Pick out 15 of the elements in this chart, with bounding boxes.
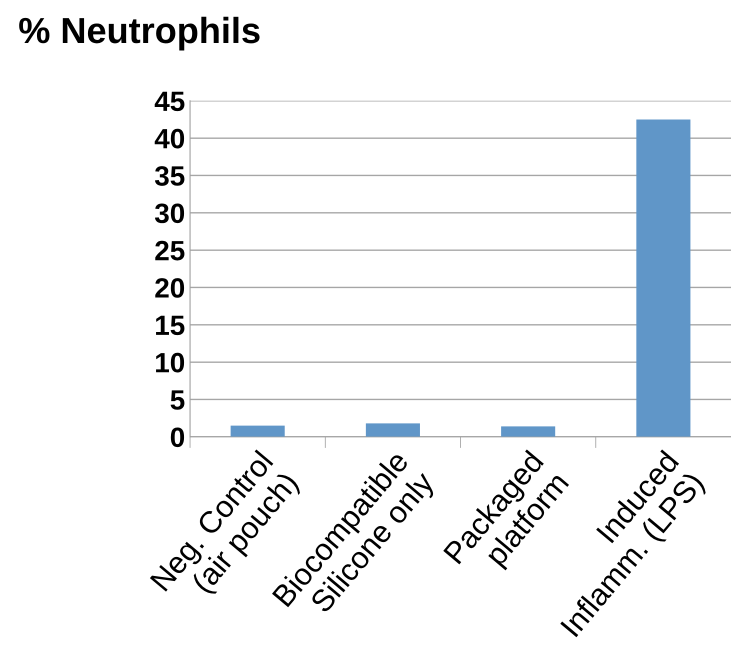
- y-tick-label: 10: [156, 352, 184, 372]
- y-tick-label: 0: [170, 427, 184, 448]
- y-tick-label: 30: [154, 203, 184, 224]
- y-tick-label: 25: [155, 240, 184, 260]
- bar: [366, 423, 420, 437]
- y-tick-label: 45: [154, 92, 184, 112]
- chart-title: % Neutrophils: [19, 16, 260, 50]
- bar: [230, 426, 285, 437]
- y-tick-label: 40: [154, 128, 184, 148]
- y-tick-label: 5: [170, 390, 184, 410]
- y-tick-label: 20: [155, 278, 184, 298]
- y-tick-label: 35: [154, 166, 184, 186]
- y-tick-label: 15: [156, 316, 184, 336]
- bar: [636, 119, 690, 437]
- bar: [501, 426, 556, 437]
